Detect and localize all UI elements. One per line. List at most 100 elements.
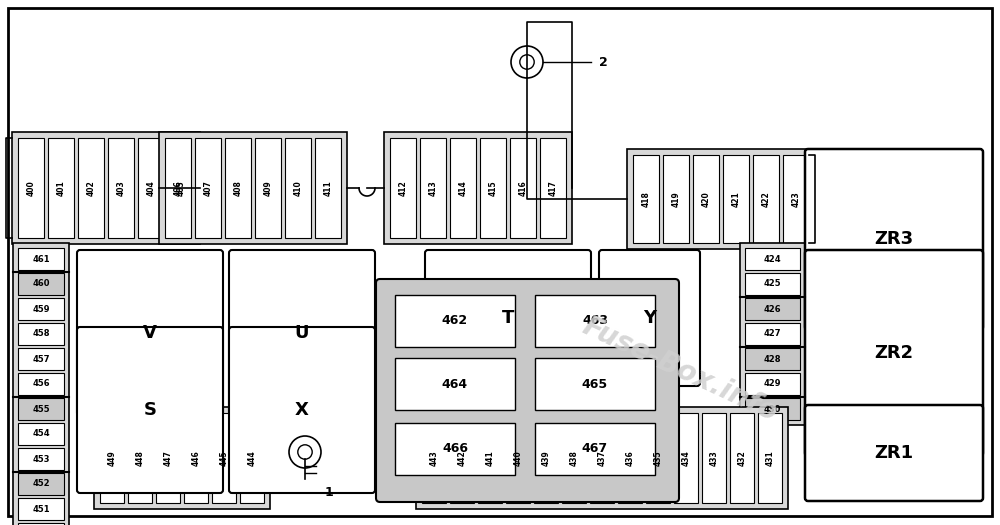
Bar xyxy=(540,138,566,238)
Circle shape xyxy=(298,445,312,459)
Text: 417: 417 xyxy=(548,180,558,196)
Text: 449: 449 xyxy=(108,450,116,466)
Text: 454: 454 xyxy=(32,429,50,438)
Text: 443: 443 xyxy=(430,450,438,466)
Bar xyxy=(450,138,476,238)
Bar xyxy=(13,243,69,525)
Bar xyxy=(535,423,655,475)
Text: Fuse-Box.info: Fuse-Box.info xyxy=(578,312,782,427)
Bar xyxy=(693,155,719,243)
Text: 413: 413 xyxy=(428,180,438,196)
Text: 467: 467 xyxy=(582,443,608,456)
Text: 463: 463 xyxy=(582,314,608,328)
Bar xyxy=(753,155,779,243)
Text: S: S xyxy=(144,401,156,419)
Text: 416: 416 xyxy=(518,180,528,196)
Bar xyxy=(18,273,64,295)
FancyBboxPatch shape xyxy=(805,250,983,456)
Text: 432: 432 xyxy=(738,450,746,466)
Bar xyxy=(723,155,749,243)
Bar xyxy=(506,413,530,503)
Bar xyxy=(395,423,515,475)
Text: ZR2: ZR2 xyxy=(874,344,914,362)
Bar xyxy=(18,138,44,238)
Bar xyxy=(745,323,800,345)
Bar xyxy=(78,138,104,238)
Bar xyxy=(18,473,64,495)
Bar xyxy=(18,323,64,345)
Bar xyxy=(18,348,64,370)
Text: V: V xyxy=(143,324,157,342)
Bar xyxy=(18,448,64,470)
Bar xyxy=(480,138,506,238)
Bar xyxy=(745,398,800,420)
Bar xyxy=(390,138,416,238)
Bar xyxy=(18,423,64,445)
Bar xyxy=(590,413,614,503)
Bar xyxy=(627,149,815,249)
Text: 442: 442 xyxy=(458,450,466,466)
Text: 415: 415 xyxy=(488,180,498,196)
Text: 453: 453 xyxy=(32,455,50,464)
Bar xyxy=(450,413,474,503)
Bar xyxy=(156,413,180,503)
Bar xyxy=(510,138,536,238)
Text: 447: 447 xyxy=(164,450,173,466)
Bar xyxy=(663,155,689,243)
Bar xyxy=(702,413,726,503)
Bar xyxy=(108,138,134,238)
Text: 429: 429 xyxy=(764,380,781,388)
Text: 464: 464 xyxy=(442,377,468,391)
Bar xyxy=(534,413,558,503)
Bar xyxy=(100,413,124,503)
Bar xyxy=(730,413,754,503)
Bar xyxy=(165,138,191,238)
Text: 402: 402 xyxy=(87,180,96,196)
Text: 433: 433 xyxy=(710,450,718,466)
Bar xyxy=(159,132,347,244)
Bar xyxy=(740,243,805,425)
Text: 408: 408 xyxy=(234,180,242,196)
Text: 435: 435 xyxy=(654,450,662,466)
Text: 421: 421 xyxy=(732,191,740,207)
Bar xyxy=(212,413,236,503)
Text: 452: 452 xyxy=(32,479,50,488)
Bar xyxy=(48,138,74,238)
Circle shape xyxy=(520,55,534,69)
Text: U: U xyxy=(295,324,309,342)
Bar xyxy=(535,295,655,347)
Bar xyxy=(618,413,642,503)
Bar xyxy=(255,138,281,238)
Text: 412: 412 xyxy=(398,180,408,196)
Bar xyxy=(745,348,800,370)
Bar xyxy=(745,248,800,270)
Text: 445: 445 xyxy=(220,450,228,466)
Bar xyxy=(94,407,270,509)
Bar xyxy=(395,295,515,347)
Bar xyxy=(18,498,64,520)
Bar xyxy=(646,413,670,503)
FancyBboxPatch shape xyxy=(229,250,375,416)
Text: 426: 426 xyxy=(764,304,781,313)
Bar xyxy=(12,132,200,244)
Text: 437: 437 xyxy=(598,450,606,466)
Text: 440: 440 xyxy=(514,450,522,466)
FancyBboxPatch shape xyxy=(376,279,679,502)
FancyBboxPatch shape xyxy=(599,250,700,386)
Text: 401: 401 xyxy=(56,180,66,196)
Bar xyxy=(18,523,64,525)
Text: Y: Y xyxy=(643,309,656,327)
Text: 455: 455 xyxy=(32,404,50,414)
Bar xyxy=(18,248,64,270)
Text: 428: 428 xyxy=(764,354,781,363)
Text: 406: 406 xyxy=(174,180,182,196)
Text: 400: 400 xyxy=(26,180,36,196)
Text: 451: 451 xyxy=(32,505,50,513)
Text: 424: 424 xyxy=(764,255,781,264)
Bar xyxy=(184,413,208,503)
Bar xyxy=(745,373,800,395)
Bar xyxy=(758,413,782,503)
Text: 407: 407 xyxy=(204,180,212,196)
Text: 420: 420 xyxy=(702,191,710,207)
Bar xyxy=(138,138,164,238)
